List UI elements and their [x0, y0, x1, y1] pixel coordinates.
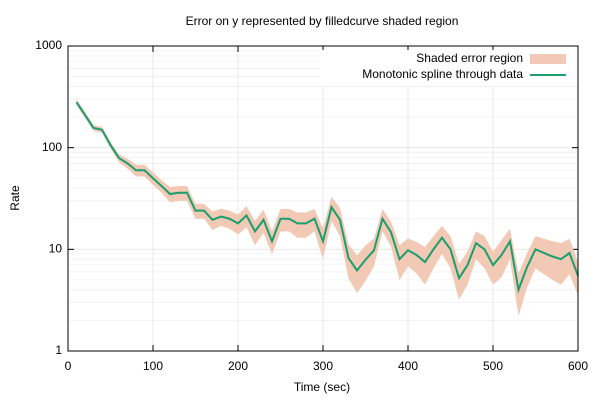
data-line: [75, 101, 579, 294]
x-tick-label: 300: [313, 359, 333, 373]
legend-label: Monotonic spline through data: [362, 67, 523, 81]
x-axis-label: Time (sec): [294, 380, 350, 394]
x-tick-label: 400: [398, 359, 418, 373]
x-tick-label: 200: [228, 359, 248, 373]
y-tick-label: 1: [55, 343, 62, 357]
x-tick-label: 600: [568, 359, 588, 373]
x-tick-label: 100: [143, 359, 163, 373]
x-tick-label: 500: [483, 359, 503, 373]
y-tick-label: 10: [49, 242, 63, 256]
chart-title: Error on y represented by filledcurve sh…: [186, 14, 459, 28]
grid: [67, 45, 579, 352]
y-tick-label: 1000: [35, 38, 62, 52]
legend-swatch: [530, 54, 566, 64]
y-tick-label: 100: [42, 140, 62, 154]
error-region: [76, 99, 578, 317]
y-axis-label: Rate: [8, 185, 22, 211]
legend-label: Shaded error region: [416, 51, 523, 65]
x-tick-label: 0: [65, 359, 72, 373]
plot-frame: [67, 45, 579, 352]
